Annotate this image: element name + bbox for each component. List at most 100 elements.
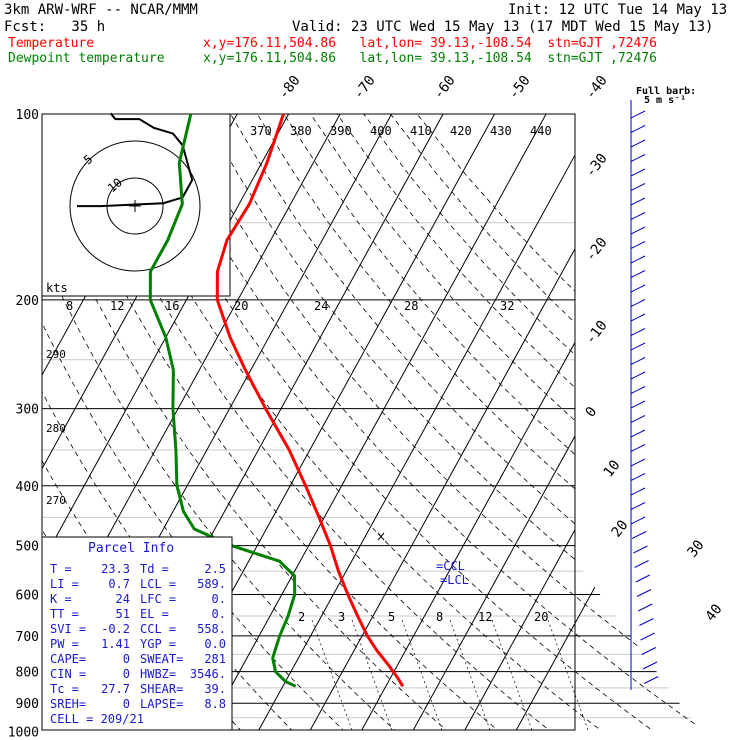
dry-adiabat-300 — [42, 114, 412, 730]
isotherm-label-10: 10 — [601, 457, 624, 480]
isotherm-label--60: -60 — [431, 73, 459, 103]
hodograph-aux-label-270: 270 — [46, 494, 66, 507]
parcel-info-val-left: 0.7 — [108, 577, 130, 591]
pressure-label-200: 200 — [16, 294, 39, 309]
parcel-info-key-right: CCL = — [140, 622, 176, 636]
isotherm-label-20: 20 — [609, 517, 632, 540]
isotherm-label-40: 40 — [703, 601, 726, 624]
wind-barb — [630, 357, 646, 365]
isotherm-label--30: -30 — [583, 151, 611, 181]
wind-barb — [630, 255, 646, 264]
hodograph-speed-label-12: 12 — [110, 299, 124, 313]
theta-label-370: 370 — [250, 124, 272, 138]
dry-adiabat-400 — [256, 114, 700, 730]
parcel-info-key-left: PW = — [50, 637, 79, 651]
hodograph-aux-label-290: 290 — [46, 348, 66, 361]
parcel-info-key-left: TT = — [50, 607, 79, 621]
isotherm-label--80: -80 — [276, 73, 304, 103]
wind-barb — [630, 415, 646, 423]
parcel-info-val-right: 281 — [204, 652, 226, 666]
dry-adiabat-410 — [283, 114, 700, 730]
model-title: 3km ARW-WRF -- NCAR/MMM — [4, 2, 198, 18]
parcel-info-key-right: YGP = — [140, 637, 176, 651]
pressure-label-300: 300 — [16, 403, 39, 418]
isotherm-label-0: 0 — [583, 404, 601, 420]
parcel-info-val-right: 39. — [204, 682, 226, 696]
mixing-ratio-label-5: 5 — [388, 610, 395, 624]
isotherm-label-30: 30 — [685, 537, 708, 560]
wind-barb — [630, 270, 646, 278]
parcel-info-val-left: 27.7 — [101, 682, 130, 696]
hodograph-speed-label-24: 24 — [314, 299, 328, 313]
theta-label-410: 410 — [410, 124, 432, 138]
parcel-info-key-left: CAPE= — [50, 652, 86, 666]
dewpoint-location: x,y=176.11,504.86 lat,lon= 39.13,-108.54… — [203, 51, 657, 66]
mixing-ratio-label-12: 12 — [478, 610, 492, 624]
theta-label-380: 380 — [290, 124, 312, 138]
mixing-ratio-label-3: 3 — [338, 610, 345, 624]
dry-adiabat-330 — [70, 114, 568, 730]
isotherm-label--20: -20 — [583, 235, 611, 265]
forecast-hour: Fcst: 35 h — [4, 19, 106, 35]
parcel-info-val-left: -0.2 — [101, 622, 130, 636]
lcl-marker: =LCL — [440, 573, 469, 587]
isotherm-10 — [309, 114, 650, 730]
theta-label-440: 440 — [530, 124, 552, 138]
isotherm--10 — [206, 114, 547, 730]
isotherm-label--10: -10 — [583, 318, 611, 348]
dry-adiabat-380 — [203, 114, 700, 730]
wind-barb — [630, 342, 646, 351]
dry-adiabat-320 — [43, 114, 516, 730]
wind-barb — [630, 502, 646, 510]
parcel-info-title: Parcel Info — [88, 541, 174, 556]
wind-barb — [637, 603, 653, 612]
mixing-ratio-label-2: 2 — [298, 610, 305, 624]
theta-label-390: 390 — [330, 124, 352, 138]
dewpoint-label: Dewpoint temperature — [8, 51, 165, 66]
dry-adiabat-360 — [150, 114, 700, 730]
parcel-info-val-right: 0. — [212, 592, 226, 606]
pressure-label-400: 400 — [16, 480, 39, 495]
parcel-info-val-right: 558. — [197, 622, 226, 636]
wind-barb — [630, 487, 646, 496]
hodograph-speed-label-20: 20 — [234, 299, 248, 313]
dry-adiabat-440 — [363, 114, 700, 730]
dry-adiabat-350 — [123, 114, 673, 730]
mixing-ratio-label-8: 8 — [436, 610, 443, 624]
parcel-info-key-left: CIN = — [50, 667, 86, 681]
pressure-label-1000: 1000 — [8, 726, 39, 740]
parcel-info-key-left: K = — [50, 592, 72, 606]
hodograph-speed-label-32: 32 — [500, 299, 514, 313]
dry-adiabat-420 — [310, 114, 700, 730]
parcel-info-key-left: Tc = — [50, 682, 79, 696]
dewpoint-profile — [148, 113, 297, 688]
wind-barb — [636, 589, 652, 597]
temperature-label: Temperature — [8, 36, 95, 51]
parcel-info-key-right: LCL = — [140, 577, 176, 591]
dry-adiabat-290 — [42, 114, 359, 730]
parcel-info-val-left: 0 — [123, 652, 130, 666]
wind-barb — [643, 676, 659, 684]
wind-barb — [630, 516, 646, 525]
wind-barb — [630, 444, 646, 452]
parcel-info-val-left: 24 — [116, 592, 130, 606]
wind-barb — [630, 429, 646, 438]
parcel-info-key-left: SREH= — [50, 697, 86, 711]
mixing-ratio-line-8 — [449, 619, 491, 730]
wind-barb — [630, 458, 646, 467]
parcel-info-box — [41, 536, 233, 731]
wind-barb — [630, 241, 646, 249]
isotherm-20 — [360, 114, 700, 730]
wind-barb — [639, 618, 654, 626]
parcel-info-val-right: 589. — [197, 577, 226, 591]
wind-key-line2: 5 m s⁻¹ — [644, 95, 686, 106]
hodograph-speed-label-16: 16 — [165, 299, 179, 313]
wind-barb — [630, 313, 646, 322]
parcel-info-key-right: SHEAR= — [140, 682, 183, 696]
parcel-info-val-left: 0 — [123, 667, 130, 681]
parcel-info-val-left: 23.3 — [101, 562, 130, 576]
wind-barb — [635, 574, 651, 583]
isotherm-40 — [463, 114, 700, 730]
parcel-info-key-right: LAPSE= — [140, 697, 183, 711]
